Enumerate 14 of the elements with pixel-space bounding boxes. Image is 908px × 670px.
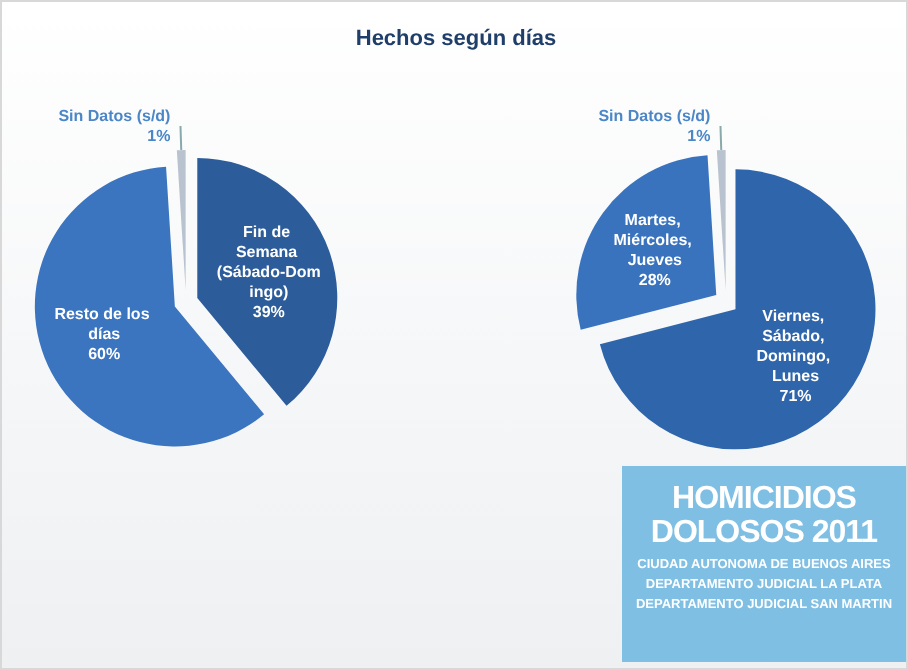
data-label: 71% bbox=[779, 386, 812, 405]
data-label: 1% bbox=[687, 127, 711, 146]
data-label: 28% bbox=[638, 271, 671, 290]
text: Hechos según días bbox=[355, 27, 557, 51]
slice-label: Viernes, Sábado, Domingo, Lunes bbox=[756, 306, 835, 385]
data-label: 1% bbox=[147, 127, 171, 146]
data-label: 39% bbox=[252, 303, 285, 322]
slice-label: Sin Datos (s/d) bbox=[58, 107, 172, 126]
text: HOMICIDIOS DOLOSOS 2011 bbox=[648, 482, 880, 550]
slice-label: Sin Datos (s/d) bbox=[598, 107, 712, 126]
slice-label: Resto de los días bbox=[54, 305, 154, 344]
slice-label: Martes, Miércoles, Jueves bbox=[613, 211, 697, 270]
data-label: 60% bbox=[88, 345, 121, 364]
slice-label: Fin de Semana (Sábado-Domingo) bbox=[216, 223, 321, 302]
